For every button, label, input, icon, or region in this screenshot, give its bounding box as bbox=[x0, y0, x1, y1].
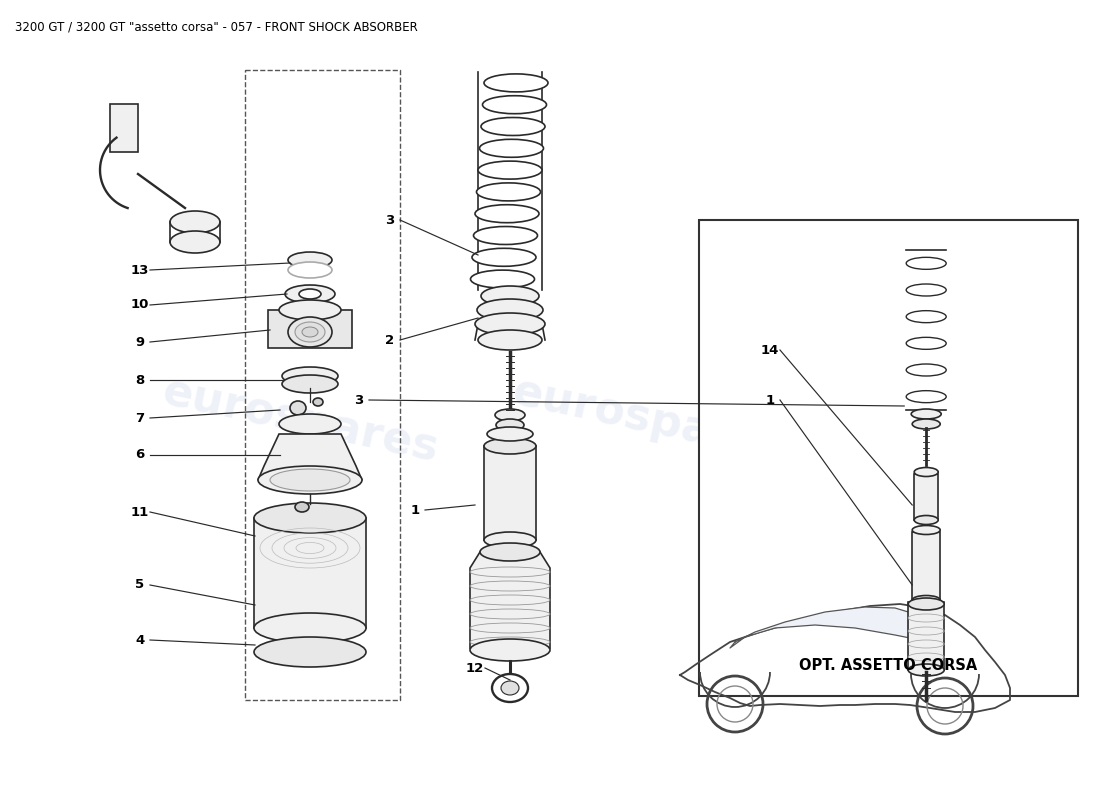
Polygon shape bbox=[680, 604, 1010, 712]
Ellipse shape bbox=[471, 270, 535, 288]
Ellipse shape bbox=[302, 327, 318, 337]
Ellipse shape bbox=[295, 502, 309, 512]
Bar bbox=[909, 602, 944, 670]
Ellipse shape bbox=[906, 364, 946, 376]
Bar bbox=[698, 220, 1078, 696]
Ellipse shape bbox=[484, 74, 548, 92]
Text: 8: 8 bbox=[135, 374, 144, 386]
Ellipse shape bbox=[285, 285, 336, 303]
Ellipse shape bbox=[912, 419, 940, 429]
Ellipse shape bbox=[906, 390, 946, 402]
Text: OPT. ASSETTO CORSA: OPT. ASSETTO CORSA bbox=[799, 658, 978, 674]
Text: 11: 11 bbox=[131, 506, 150, 518]
Ellipse shape bbox=[909, 598, 944, 610]
Ellipse shape bbox=[170, 211, 220, 233]
Polygon shape bbox=[258, 434, 362, 480]
Ellipse shape bbox=[314, 398, 323, 406]
Ellipse shape bbox=[254, 637, 366, 667]
Ellipse shape bbox=[481, 286, 539, 306]
Ellipse shape bbox=[906, 258, 946, 270]
Ellipse shape bbox=[254, 613, 366, 643]
Ellipse shape bbox=[279, 300, 341, 320]
Ellipse shape bbox=[487, 427, 534, 441]
Ellipse shape bbox=[483, 96, 547, 114]
Ellipse shape bbox=[270, 469, 350, 491]
Ellipse shape bbox=[481, 118, 544, 135]
Ellipse shape bbox=[473, 226, 538, 245]
Text: 10: 10 bbox=[131, 298, 150, 311]
Text: 1: 1 bbox=[766, 394, 774, 406]
Ellipse shape bbox=[295, 322, 324, 342]
Ellipse shape bbox=[496, 419, 524, 431]
Ellipse shape bbox=[914, 467, 938, 477]
Bar bbox=[268, 310, 352, 348]
Text: 12: 12 bbox=[466, 662, 484, 674]
Polygon shape bbox=[470, 552, 550, 648]
Bar bbox=[110, 104, 138, 152]
Bar bbox=[912, 532, 940, 600]
Ellipse shape bbox=[288, 252, 332, 268]
Ellipse shape bbox=[478, 330, 542, 350]
Ellipse shape bbox=[492, 674, 528, 702]
Ellipse shape bbox=[254, 503, 366, 533]
Ellipse shape bbox=[470, 639, 550, 661]
Polygon shape bbox=[730, 607, 942, 648]
Ellipse shape bbox=[909, 664, 944, 676]
Text: eurospares: eurospares bbox=[508, 370, 792, 470]
Ellipse shape bbox=[477, 299, 543, 321]
Text: 4: 4 bbox=[135, 634, 144, 646]
Text: 9: 9 bbox=[135, 335, 144, 349]
Ellipse shape bbox=[484, 438, 536, 454]
Ellipse shape bbox=[500, 681, 519, 695]
Text: 1: 1 bbox=[410, 503, 419, 517]
Ellipse shape bbox=[170, 231, 220, 253]
Ellipse shape bbox=[279, 414, 341, 434]
Text: eurospares: eurospares bbox=[827, 430, 987, 486]
Ellipse shape bbox=[906, 310, 946, 322]
Text: 3: 3 bbox=[385, 214, 395, 226]
Bar bbox=[914, 474, 938, 520]
Ellipse shape bbox=[290, 401, 306, 415]
Ellipse shape bbox=[906, 284, 946, 296]
Ellipse shape bbox=[288, 317, 332, 347]
Ellipse shape bbox=[484, 532, 536, 548]
Text: 13: 13 bbox=[131, 263, 150, 277]
Ellipse shape bbox=[475, 205, 539, 222]
Ellipse shape bbox=[480, 139, 543, 158]
Ellipse shape bbox=[914, 515, 938, 525]
Bar bbox=[484, 446, 536, 540]
Text: 14: 14 bbox=[761, 343, 779, 357]
Ellipse shape bbox=[258, 466, 362, 494]
Text: eurospares: eurospares bbox=[158, 370, 442, 470]
Text: 7: 7 bbox=[135, 411, 144, 425]
Ellipse shape bbox=[906, 338, 946, 350]
Ellipse shape bbox=[288, 262, 332, 278]
Ellipse shape bbox=[299, 289, 321, 299]
Ellipse shape bbox=[495, 409, 525, 421]
Text: 5: 5 bbox=[135, 578, 144, 591]
Ellipse shape bbox=[912, 595, 940, 605]
Ellipse shape bbox=[478, 161, 542, 179]
Bar bbox=[254, 518, 366, 628]
Ellipse shape bbox=[480, 543, 540, 561]
Ellipse shape bbox=[912, 526, 940, 534]
Ellipse shape bbox=[282, 367, 338, 385]
Text: 6: 6 bbox=[135, 449, 144, 462]
Ellipse shape bbox=[911, 409, 942, 419]
Ellipse shape bbox=[472, 248, 536, 266]
Text: 3200 GT / 3200 GT "assetto corsa" - 057 - FRONT SHOCK ABSORBER: 3200 GT / 3200 GT "assetto corsa" - 057 … bbox=[15, 20, 418, 33]
Ellipse shape bbox=[475, 313, 544, 335]
Ellipse shape bbox=[282, 375, 338, 393]
Text: 3: 3 bbox=[354, 394, 364, 406]
Ellipse shape bbox=[476, 183, 540, 201]
Text: 2: 2 bbox=[385, 334, 395, 346]
